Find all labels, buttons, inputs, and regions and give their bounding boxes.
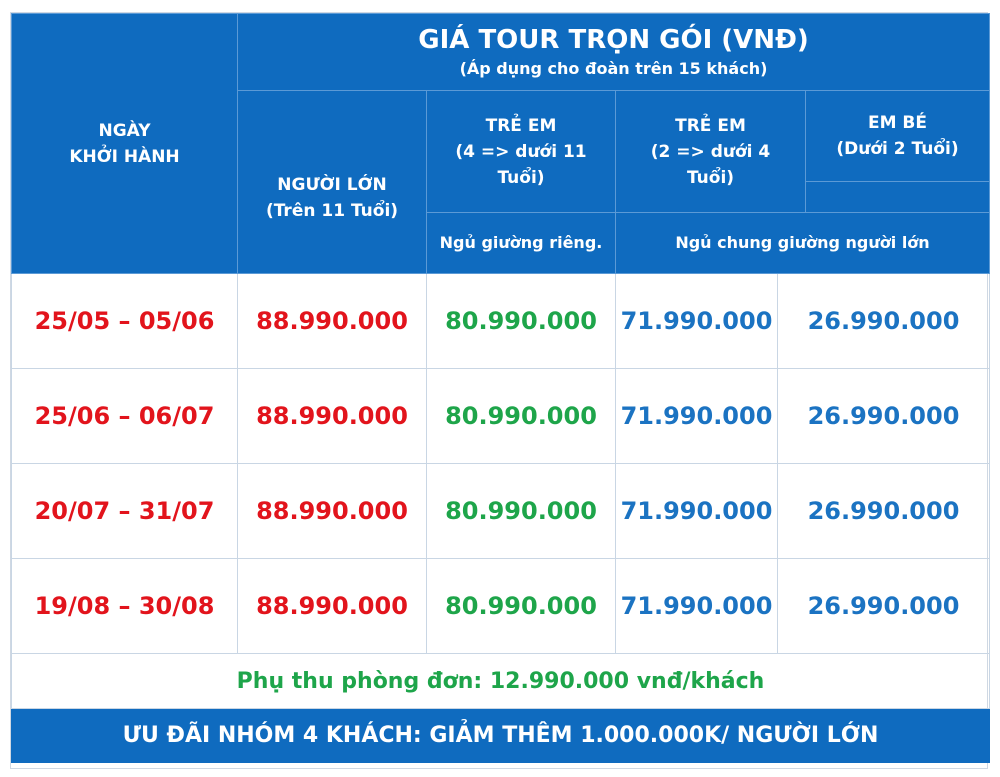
child-4-11-price: 80.990.000 <box>426 463 616 559</box>
adult-price: 88.990.000 <box>237 558 427 654</box>
baby-price: 26.990.000 <box>777 558 990 654</box>
child2-header-line-3: Tuổi) <box>686 167 735 188</box>
table-row: 19/08 – 30/08 88.990.000 80.990.000 71.9… <box>11 558 990 654</box>
adult-header-line-1: NGƯỜI LỚN <box>277 175 387 195</box>
tour-price-title: GIÁ TOUR TRỌN GÓI (VNĐ) <box>418 25 809 55</box>
child1-header-line-1: TRẺ EM <box>485 115 557 136</box>
bed-shared-label: Ngủ chung giường người lớn <box>615 212 990 274</box>
departure-date: 20/07 – 31/07 <box>11 463 238 559</box>
date-column-header: NGÀY KHỞI HÀNH <box>11 13 238 274</box>
child-2-4-price: 71.990.000 <box>615 273 778 369</box>
date-header-line-1: NGÀY <box>98 120 151 141</box>
child-4-11-price: 80.990.000 <box>426 368 616 464</box>
adult-column-header: NGƯỜI LỚN (Trên 11 Tuổi) <box>237 90 427 274</box>
child1-header-line-2: (4 => dưới 11 <box>455 141 587 162</box>
baby-price: 26.990.000 <box>777 273 990 369</box>
date-header-line-2: KHỞI HÀNH <box>69 146 180 167</box>
child1-header-line-3: Tuổi) <box>497 167 545 188</box>
single-room-surcharge: Phụ thu phòng đơn: 12.990.000 vnđ/khách <box>11 653 990 709</box>
departure-date: 19/08 – 30/08 <box>11 558 238 654</box>
tour-price-subtitle: (Áp dụng cho đoàn trên 15 khách) <box>459 59 768 78</box>
child-2-4-price: 71.990.000 <box>615 463 778 559</box>
child-2-4-column-header: TRẺ EM (2 => dưới 4 Tuổi) <box>615 90 806 213</box>
child-4-11-column-header: TRẺ EM (4 => dưới 11 Tuổi) <box>426 90 616 213</box>
child-4-11-price: 80.990.000 <box>426 273 616 369</box>
price-table-frame: NGÀY KHỞI HÀNH GIÁ TOUR TRỌN GÓI (VNĐ) (… <box>10 12 990 769</box>
departure-date: 25/05 – 05/06 <box>11 273 238 369</box>
adult-price: 88.990.000 <box>237 273 427 369</box>
price-table: NGÀY KHỞI HÀNH GIÁ TOUR TRỌN GÓI (VNĐ) (… <box>11 13 990 763</box>
table-row: 25/05 – 05/06 88.990.000 80.990.000 71.9… <box>11 273 990 369</box>
baby-header-spacer <box>805 181 990 213</box>
child2-header-line-1: TRẺ EM <box>675 115 746 136</box>
baby-header-line-1: EM BÉ <box>867 113 928 133</box>
tour-price-header: GIÁ TOUR TRỌN GÓI (VNĐ) (Áp dụng cho đoà… <box>237 13 990 91</box>
adult-price: 88.990.000 <box>237 368 427 464</box>
child2-header-line-2: (2 => dưới 4 <box>650 141 771 162</box>
child-2-4-price: 71.990.000 <box>615 368 778 464</box>
baby-price: 26.990.000 <box>777 463 990 559</box>
bed-private-label: Ngủ giường riêng. <box>426 212 616 274</box>
group-promo-banner: ƯU ĐÃI NHÓM 4 KHÁCH: GIẢM THÊM 1.000.000… <box>11 708 990 763</box>
adult-header-line-2: (Trên 11 Tuổi) <box>265 201 399 221</box>
table-row: 25/06 – 06/07 88.990.000 80.990.000 71.9… <box>11 368 990 464</box>
baby-price: 26.990.000 <box>777 368 990 464</box>
child-4-11-price: 80.990.000 <box>426 558 616 654</box>
departure-date: 25/06 – 06/07 <box>11 368 238 464</box>
child-2-4-price: 71.990.000 <box>615 558 778 654</box>
baby-header-line-2: (Dưới 2 Tuổi) <box>836 139 959 159</box>
table-row: 20/07 – 31/07 88.990.000 80.990.000 71.9… <box>11 463 990 559</box>
baby-column-header: EM BÉ (Dưới 2 Tuổi) <box>805 90 990 182</box>
adult-price: 88.990.000 <box>237 463 427 559</box>
